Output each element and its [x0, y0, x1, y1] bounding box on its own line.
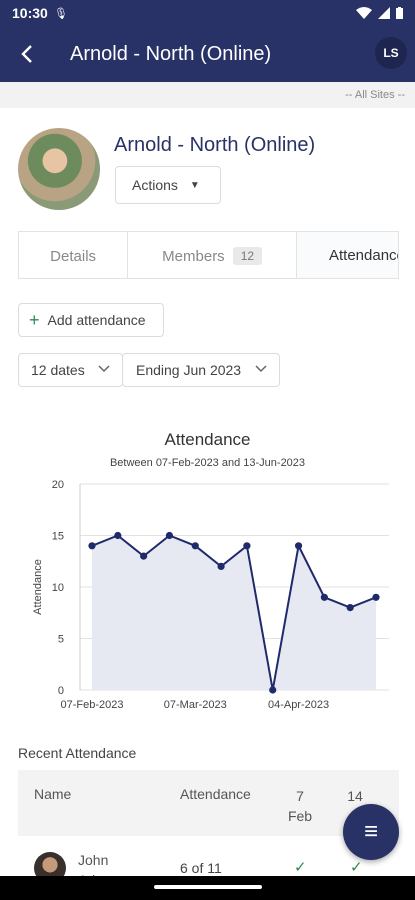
signal-icon [378, 7, 390, 19]
data-point [114, 531, 122, 540]
back-arrow-icon[interactable] [0, 26, 56, 82]
data-point [269, 686, 277, 694]
data-point [88, 542, 96, 550]
tab-members[interactable]: Members 12 [128, 232, 297, 278]
series-area [92, 535, 376, 690]
actions-dropdown[interactable]: Actions ▼ [115, 166, 221, 204]
page-title: Arnold - North (Online) [70, 42, 272, 65]
check-icon[interactable]: ✓ [350, 859, 363, 876]
column-date-day: 14 [347, 788, 363, 804]
x-tick-label: 04-Apr-2023 [268, 699, 329, 711]
home-gesture-handle[interactable] [154, 885, 262, 889]
data-point [217, 562, 225, 570]
app-bar: Arnold - North (Online) LS [0, 26, 415, 82]
y-tick-label: 10 [52, 582, 64, 594]
status-bar: 10:30 🎙 [0, 0, 415, 26]
group-photo [18, 128, 100, 210]
data-point [372, 593, 380, 601]
actions-label: Actions [132, 177, 178, 193]
add-attendance-label: Add attendance [47, 312, 146, 328]
chart-subtitle: Between 07-Feb-2023 and 13-Jun-2023 [109, 457, 306, 469]
table-header: Name Attendance 7 Feb 14 F [18, 770, 399, 836]
data-point [346, 604, 354, 612]
data-point [294, 542, 303, 550]
tab-label: Members [162, 247, 225, 265]
column-date: 7 Feb [286, 786, 314, 826]
check-icon[interactable]: ✓ [294, 859, 307, 876]
recent-attendance-heading: Recent Attendance [18, 745, 137, 761]
ending-month-label: Ending Jun 2023 [136, 362, 242, 378]
column-attendance[interactable]: Attendance [180, 786, 251, 802]
data-point [320, 593, 328, 601]
battery-icon [396, 7, 403, 19]
tab-label: Attendance [329, 246, 399, 264]
series-line [91, 534, 377, 691]
member-attendance: 6 of 11 [180, 860, 222, 876]
status-time: 10:30 [12, 5, 48, 21]
system-nav-bar [0, 876, 415, 900]
group-name: Arnold - North (Online) [114, 134, 316, 156]
tab-details[interactable]: Details [19, 232, 129, 278]
plus-icon: + [29, 309, 40, 330]
user-avatar[interactable]: LS [375, 37, 407, 69]
x-tick-label: 07-Mar-2023 [164, 699, 227, 711]
chevron-down-icon [98, 364, 110, 376]
chart-title: Attendance [164, 430, 251, 449]
sites-filter[interactable]: -- All Sites -- [0, 82, 415, 108]
menu-fab-button[interactable]: ≡ [343, 804, 399, 860]
data-point [165, 531, 174, 540]
data-point [243, 542, 251, 550]
tab-label: Details [50, 247, 97, 265]
wifi-icon [356, 7, 372, 19]
y-axis-label: Attendance [32, 559, 44, 615]
tab-attendance[interactable]: Attendance [297, 232, 399, 278]
members-count-badge: 12 [232, 247, 263, 265]
dates-count-dropdown[interactable]: 12 dates [18, 353, 123, 387]
member-first-name: John [78, 852, 109, 868]
data-point [140, 552, 148, 560]
mic-icon: 🎙 [53, 7, 68, 20]
x-tick-label: 07-Feb-2023 [61, 699, 124, 711]
column-name[interactable]: Name [34, 786, 72, 802]
chevron-down-icon [255, 364, 267, 376]
dates-count-label: 12 dates [31, 362, 85, 378]
y-tick-label: 5 [58, 634, 64, 646]
ending-month-dropdown[interactable]: Ending Jun 2023 [122, 353, 280, 387]
y-tick-label: 15 [52, 531, 64, 543]
column-date-day: 7 [296, 788, 304, 804]
add-attendance-button[interactable]: + Add attendance [18, 303, 164, 337]
y-tick-label: 20 [52, 479, 64, 491]
y-tick-label: 0 [58, 685, 64, 697]
caret-down-icon: ▼ [189, 179, 200, 191]
attendance-chart: 0 5 10 15 20 Attendance 07-Feb-2023 07-Mar-2023… [32, 479, 389, 711]
data-point [191, 542, 199, 550]
column-date-month: Feb [287, 808, 313, 824]
menu-icon: ≡ [363, 818, 378, 845]
tab-bar: Details Members 12 Attendance [18, 231, 399, 279]
